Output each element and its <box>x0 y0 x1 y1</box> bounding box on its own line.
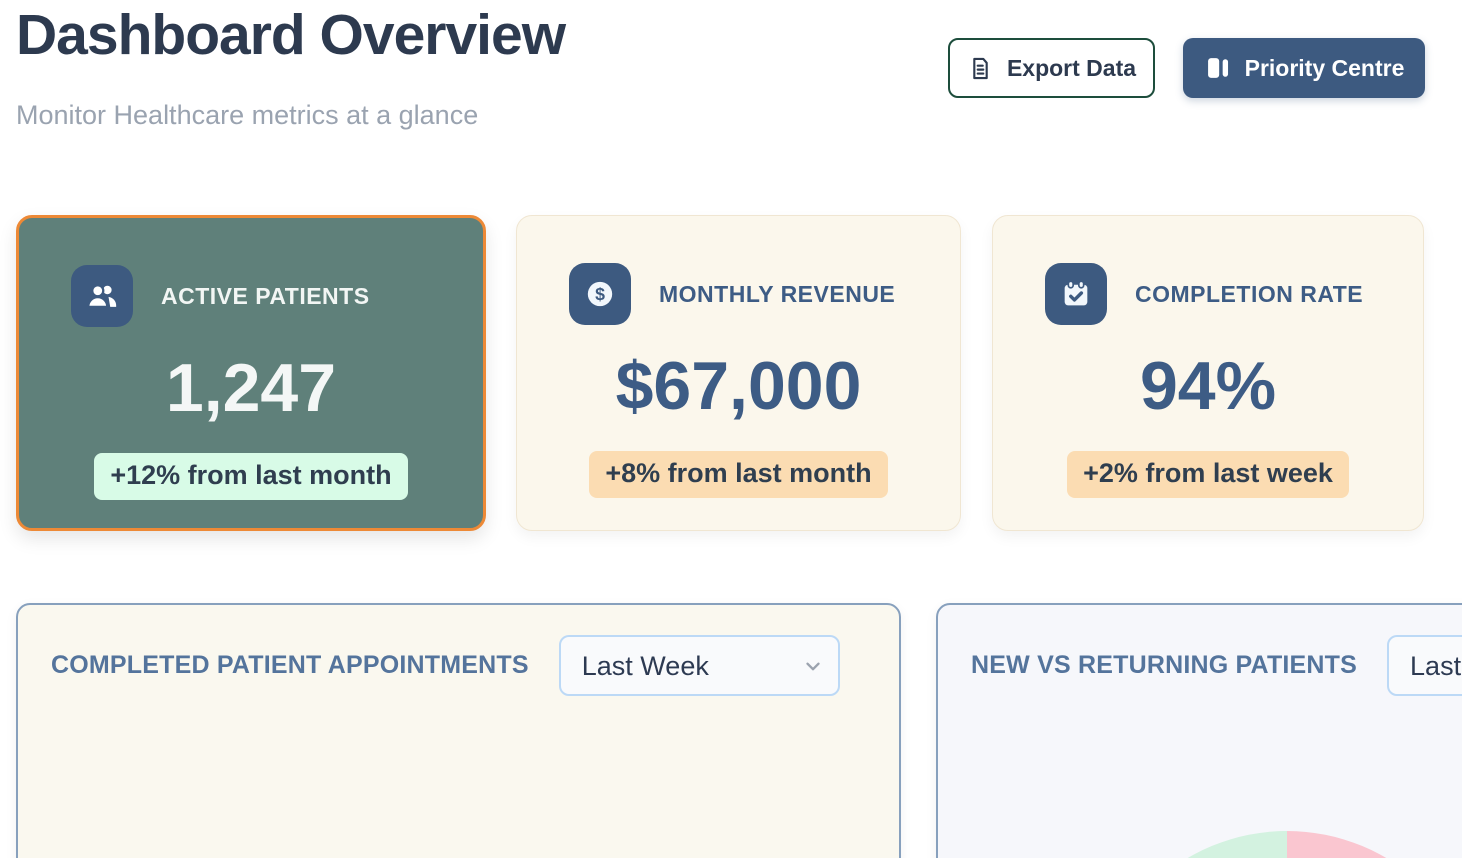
panels-icon <box>1204 54 1232 82</box>
svg-text:$: $ <box>595 284 605 304</box>
trend-badge: +2% from last week <box>1067 451 1349 498</box>
stat-card-completion-rate[interactable]: COMPLETION RATE 94% +2% from last week <box>992 215 1424 531</box>
appointments-panel-title: COMPLETED PATIENT APPOINTMENTS <box>51 651 529 679</box>
card-head: ACTIVE PATIENTS <box>19 265 483 327</box>
appointments-range-select-wrap: Last Week <box>558 635 840 696</box>
new-vs-returning-panel: NEW VS RETURNING PATIENTS Last Week <box>936 603 1462 858</box>
patients-range-select[interactable]: Last Week <box>1387 635 1462 696</box>
priority-centre-label: Priority Centre <box>1244 54 1405 81</box>
stat-card-value: 94% <box>1139 348 1277 424</box>
stat-card-label: COMPLETION RATE <box>1135 280 1364 307</box>
appointments-range-select[interactable]: Last Week <box>558 635 840 696</box>
file-text-icon <box>967 55 994 82</box>
stat-card-value: 1,247 <box>165 350 337 426</box>
patients-range-select-wrap: Last Week <box>1387 635 1462 696</box>
card-head: COMPLETION RATE <box>993 263 1423 325</box>
patients-pie-chart <box>1091 831 1462 858</box>
stat-card-label: ACTIVE PATIENTS <box>161 282 370 309</box>
page-subtitle: Monitor Healthcare metrics at a glance <box>16 100 479 130</box>
trend-badge: +8% from last month <box>589 451 888 498</box>
stat-card-active-patients[interactable]: ACTIVE PATIENTS 1,247 +12% from last mon… <box>16 215 486 531</box>
users-icon <box>71 265 133 327</box>
stat-card-value: $67,000 <box>615 348 862 424</box>
page-title: Dashboard Overview <box>16 3 566 67</box>
panel-header: COMPLETED PATIENT APPOINTMENTS Last Week <box>18 605 899 696</box>
trend-badge: +12% from last month <box>94 453 408 500</box>
dollar-circle-icon: $ <box>569 263 631 325</box>
export-data-button[interactable]: Export Data <box>948 38 1155 98</box>
new-vs-returning-panel-title: NEW VS RETURNING PATIENTS <box>971 651 1358 679</box>
stat-card-label: MONTHLY REVENUE <box>659 280 896 307</box>
stat-card-monthly-revenue[interactable]: $ MONTHLY REVENUE $67,000 +8% from last … <box>516 215 961 531</box>
panel-header: NEW VS RETURNING PATIENTS Last Week <box>938 605 1462 696</box>
calendar-check-icon <box>1045 263 1107 325</box>
export-data-label: Export Data <box>1006 54 1137 81</box>
card-head: $ MONTHLY REVENUE <box>517 263 960 325</box>
appointments-panel: COMPLETED PATIENT APPOINTMENTS Last Week <box>16 603 901 858</box>
priority-centre-button[interactable]: Priority Centre <box>1183 38 1425 98</box>
